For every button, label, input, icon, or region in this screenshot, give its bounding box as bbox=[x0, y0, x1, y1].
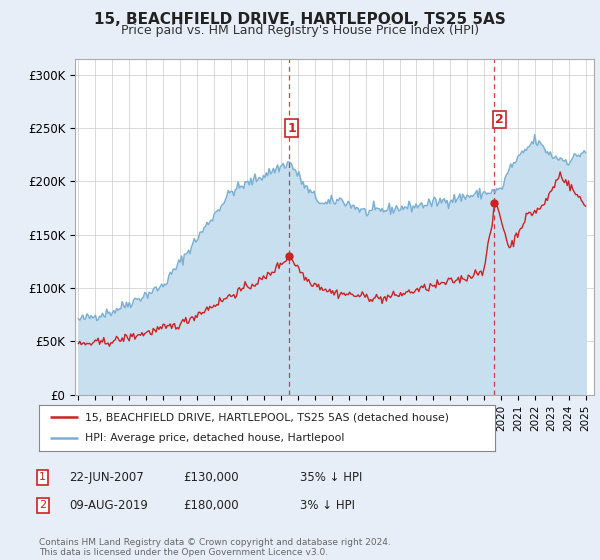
Text: 15, BEACHFIELD DRIVE, HARTLEPOOL, TS25 5AS: 15, BEACHFIELD DRIVE, HARTLEPOOL, TS25 5… bbox=[94, 12, 506, 27]
Text: 2: 2 bbox=[39, 500, 46, 510]
Text: Price paid vs. HM Land Registry's House Price Index (HPI): Price paid vs. HM Land Registry's House … bbox=[121, 24, 479, 36]
Text: £130,000: £130,000 bbox=[183, 470, 239, 484]
Text: 35% ↓ HPI: 35% ↓ HPI bbox=[300, 470, 362, 484]
Text: Contains HM Land Registry data © Crown copyright and database right 2024.
This d: Contains HM Land Registry data © Crown c… bbox=[39, 538, 391, 557]
Text: £180,000: £180,000 bbox=[183, 498, 239, 512]
Text: HPI: Average price, detached house, Hartlepool: HPI: Average price, detached house, Hart… bbox=[85, 433, 344, 444]
Text: 09-AUG-2019: 09-AUG-2019 bbox=[69, 498, 148, 512]
Text: 1: 1 bbox=[287, 122, 296, 134]
Text: 1: 1 bbox=[39, 472, 46, 482]
Text: 2: 2 bbox=[495, 113, 504, 126]
Text: 3% ↓ HPI: 3% ↓ HPI bbox=[300, 498, 355, 512]
Text: 15, BEACHFIELD DRIVE, HARTLEPOOL, TS25 5AS (detached house): 15, BEACHFIELD DRIVE, HARTLEPOOL, TS25 5… bbox=[85, 412, 449, 422]
Text: 22-JUN-2007: 22-JUN-2007 bbox=[69, 470, 144, 484]
